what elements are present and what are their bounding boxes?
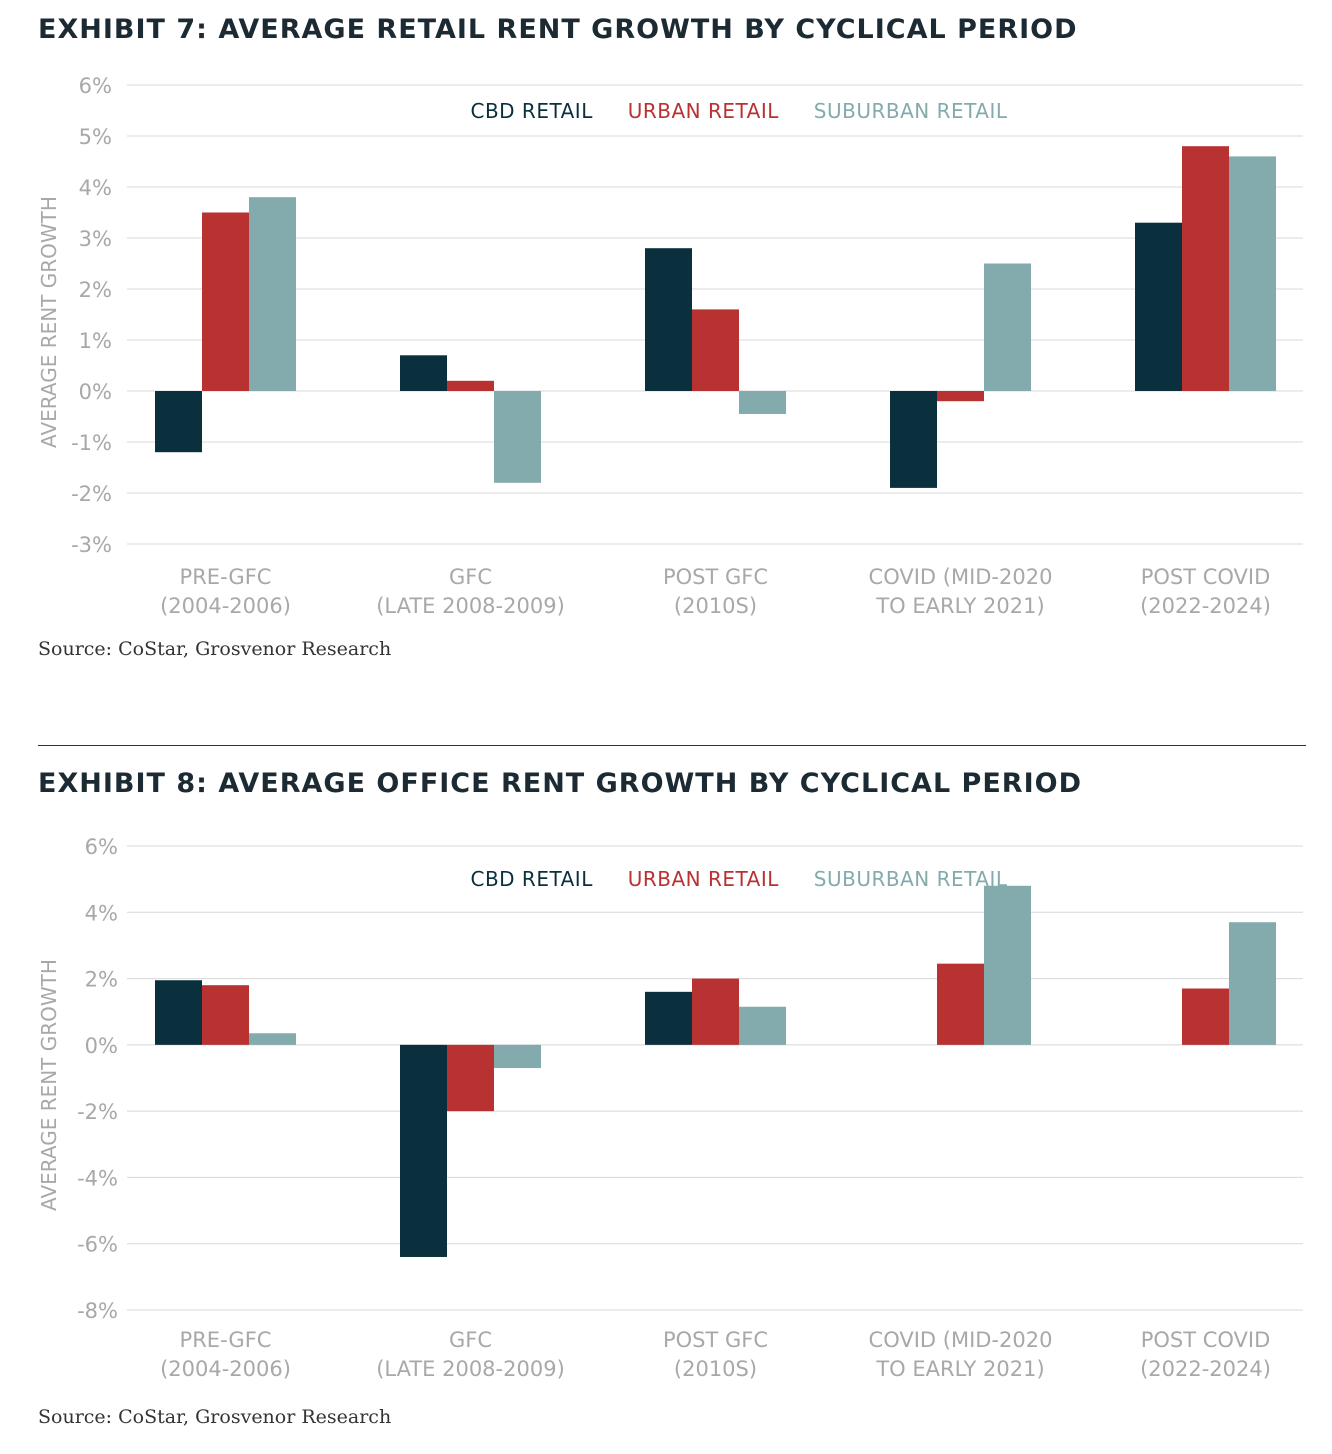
- x-category-label: GFC: [449, 1328, 492, 1352]
- bar-cbd-retail: [645, 248, 692, 391]
- bar-cbd-retail: [890, 391, 937, 488]
- y-tick-label: -2%: [71, 482, 112, 506]
- exhibit-7-source: Source: CoStar, Grosvenor Research: [38, 638, 392, 660]
- x-category-label: COVID (MID-2020: [869, 1328, 1053, 1352]
- exhibit-7-legend: CBD RETAIL URBAN RETAIL SUBURBAN RETAIL: [0, 99, 1332, 123]
- y-tick-label: 6%: [85, 835, 118, 859]
- y-axis-label: AVERAGE RENT GROWTH: [37, 959, 61, 1211]
- y-tick-label: -1%: [71, 431, 112, 455]
- legend-suburban-retail: SUBURBAN RETAIL: [813, 99, 1008, 123]
- exhibit-8-legend: CBD RETAIL URBAN RETAIL SUBURBAN RETAIL: [0, 867, 1332, 891]
- legend-cbd-retail: CBD RETAIL: [470, 99, 593, 123]
- x-category-label: (2004-2006): [160, 594, 291, 618]
- x-category-label: TO EARLY 2021): [875, 594, 1044, 618]
- x-category-label: (2010S): [674, 594, 757, 618]
- x-category-label: TO EARLY 2021): [875, 1357, 1044, 1381]
- y-tick-label: 2%: [85, 968, 118, 992]
- y-tick-label: 1%: [79, 329, 112, 353]
- x-category-label: (LATE 2008-2009): [376, 1357, 565, 1381]
- y-axis-label: AVERAGE RENT GROWTH: [37, 196, 61, 448]
- exhibit-8-title: EXHIBIT 8: AVERAGE OFFICE RENT GROWTH BY…: [38, 768, 1082, 799]
- y-tick-label: 3%: [79, 227, 112, 251]
- bar-urban-retail: [1182, 146, 1229, 391]
- bar-urban-retail: [1182, 988, 1229, 1045]
- y-tick-label: 4%: [79, 176, 112, 200]
- y-tick-label: 0%: [85, 1034, 118, 1058]
- bar-suburban-retail: [494, 1044, 541, 1069]
- y-tick-label: -8%: [77, 1299, 118, 1323]
- bar-suburban-retail: [984, 885, 1031, 1045]
- bar-cbd-retail: [400, 355, 447, 391]
- bar-cbd-retail: [1135, 222, 1182, 391]
- bar-cbd-retail: [155, 980, 202, 1045]
- legend-urban-retail: URBAN RETAIL: [627, 99, 779, 123]
- legend-suburban-retail: SUBURBAN RETAIL: [813, 867, 1008, 891]
- x-category-label: GFC: [449, 565, 492, 589]
- bar-suburban-retail: [739, 391, 786, 414]
- y-tick-label: 4%: [85, 901, 118, 925]
- bar-cbd-retail: [645, 991, 692, 1045]
- bar-urban-retail: [692, 309, 739, 391]
- x-category-label: POST COVID: [1141, 1328, 1271, 1352]
- bar-cbd-retail: [400, 1044, 447, 1257]
- bar-suburban-retail: [1229, 156, 1276, 391]
- x-category-label: (2004-2006): [160, 1357, 291, 1381]
- legend-cbd-retail: CBD RETAIL: [470, 867, 593, 891]
- y-tick-label: 2%: [79, 278, 112, 302]
- y-tick-label: -2%: [77, 1100, 118, 1124]
- bar-urban-retail: [447, 1044, 494, 1112]
- bar-urban-retail: [447, 380, 494, 391]
- bar-suburban-retail: [249, 197, 296, 391]
- bar-urban-retail: [202, 985, 249, 1045]
- x-category-label: PRE-GFC: [180, 565, 272, 589]
- x-category-label: (LATE 2008-2009): [376, 594, 565, 618]
- bar-urban-retail: [937, 391, 984, 402]
- bar-suburban-retail: [739, 1006, 786, 1045]
- y-tick-label: 5%: [79, 125, 112, 149]
- bar-urban-retail: [202, 212, 249, 391]
- section-divider: [38, 745, 1306, 746]
- y-tick-label: -4%: [77, 1166, 118, 1190]
- y-tick-label: 0%: [79, 380, 112, 404]
- x-category-label: POST COVID: [1141, 565, 1271, 589]
- x-category-label: PRE-GFC: [180, 1328, 272, 1352]
- bar-suburban-retail: [249, 1033, 296, 1045]
- x-category-label: (2022-2024): [1140, 594, 1271, 618]
- x-category-label: POST GFC: [663, 1328, 768, 1352]
- bar-urban-retail: [692, 978, 739, 1045]
- exhibit-8-chart: 6% 4% 2% 0% -2% -4% -6% -8% AVERAGE RENT GROWTH P…: [37, 835, 1303, 1381]
- x-category-label: (2010S): [674, 1357, 757, 1381]
- exhibit-7-title: EXHIBIT 7: AVERAGE RETAIL RENT GROWTH BY…: [38, 14, 1078, 45]
- bar-suburban-retail: [1229, 922, 1276, 1045]
- y-tick-label: -6%: [77, 1233, 118, 1257]
- exhibit-8-source: Source: CoStar, Grosvenor Research: [38, 1406, 392, 1428]
- y-tick-label: -3%: [71, 533, 112, 557]
- legend-urban-retail: URBAN RETAIL: [627, 867, 779, 891]
- bar-suburban-retail: [984, 263, 1031, 391]
- x-category-label: COVID (MID-2020: [869, 565, 1053, 589]
- bar-suburban-retail: [494, 391, 541, 483]
- bar-urban-retail: [937, 963, 984, 1045]
- y-tick-label: 6%: [79, 74, 112, 98]
- exhibit-7-chart: 6% 5% 4% 3% 2% 1% 0% -1% -2% -3% AVERAGE RENT GROW…: [37, 74, 1303, 618]
- x-category-label: (2022-2024): [1140, 1357, 1271, 1381]
- bar-cbd-retail: [155, 391, 202, 453]
- x-category-label: POST GFC: [663, 565, 768, 589]
